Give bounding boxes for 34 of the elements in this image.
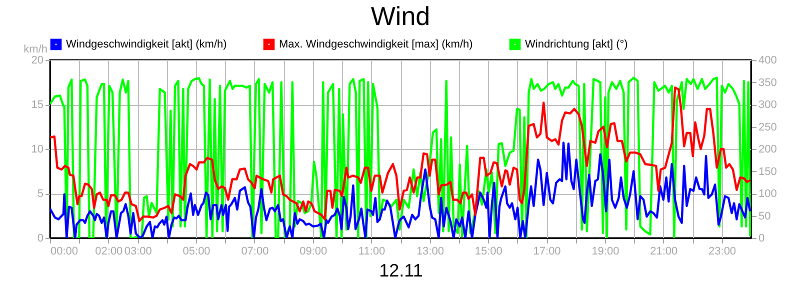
x-tick-label: 03:00 (124, 246, 152, 258)
x-tick-label: 09:00 (300, 246, 328, 258)
y2-tick-label: 400 (758, 54, 777, 66)
x-tick-label: 00:00 (50, 246, 78, 258)
chart-title: Wind (370, 1, 430, 31)
y2-tick-label: 300 (758, 99, 777, 111)
legend-label: Max. Windgeschwindigkeit [max] (km/h) (279, 38, 473, 50)
y2-tick-label: 100 (758, 188, 777, 200)
x-tick-label: 15:00 (474, 246, 502, 258)
x-tick-label: 05:00 (182, 246, 210, 258)
x-tick-label: 11:00 (358, 246, 386, 258)
y-tick-label: 15 (31, 99, 44, 111)
line-series (50, 86, 751, 222)
y-tick-label: 10 (31, 144, 44, 156)
x-tick-label: 21:00 (650, 246, 678, 258)
x-axis-title: 12.11 (379, 260, 423, 280)
legend-label: Windrichtung [akt] (°) (525, 38, 628, 50)
x-tick-label: 13:00 (416, 246, 444, 258)
y-tick-label: 20 (31, 54, 44, 66)
y-tick-label: 5 (37, 188, 44, 200)
y-axis-title: km/h (24, 44, 48, 56)
y-tick-label: 0 (37, 232, 44, 244)
y2-tick-label: 250 (758, 121, 777, 134)
y2-tick-label: 0 (758, 232, 765, 244)
y2-tick-label: 150 (758, 166, 777, 178)
x-tick-label: 07:00 (241, 246, 269, 258)
y2-tick-label: 200 (758, 144, 777, 156)
y2-tick-label: 50 (758, 210, 771, 222)
legend-label: Windgeschwindigkeit [akt] (km/h) (66, 38, 227, 50)
x-tick-label: 23:00 (708, 246, 736, 258)
y2-tick-label: 350 (758, 76, 777, 89)
x-tick-label: 19:00 (592, 246, 620, 258)
x-tick-label: 17:00 (533, 246, 561, 258)
x-tick-label: 02:00 (95, 246, 123, 258)
